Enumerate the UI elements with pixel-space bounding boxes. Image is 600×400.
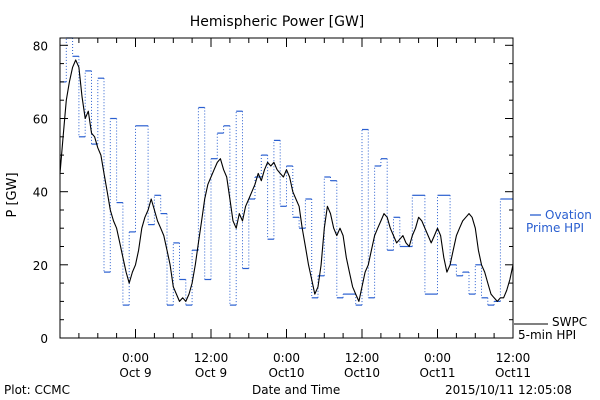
y-axis-label: P [GW] bbox=[5, 172, 20, 217]
legend-swpc-label-2: 5-min HPI bbox=[518, 328, 576, 342]
footer-plot-credit: Plot: CCMC bbox=[4, 383, 70, 397]
chart-title: Hemispheric Power [GW] bbox=[190, 14, 365, 30]
x-tick-time-1: 12:00 bbox=[194, 351, 229, 365]
x-tick-time-2: 0:00 bbox=[273, 351, 300, 365]
footer-axis-title: Date and Time bbox=[252, 383, 341, 397]
legend-ovation-label-2: Prime HPI bbox=[526, 221, 584, 235]
x-tick-date-4: Oct11 bbox=[419, 366, 455, 380]
y-tick-label-0: 0 bbox=[40, 332, 48, 346]
swpc-line bbox=[59, 59, 514, 302]
x-tick-time-0: 0:00 bbox=[122, 351, 149, 365]
legend-ovation: Ovation Prime HPI bbox=[526, 208, 592, 235]
y-tick-label-2: 40 bbox=[33, 186, 48, 200]
legend-swpc: SWPC 5-min HPI bbox=[514, 315, 587, 342]
y-tick-label-3: 60 bbox=[33, 113, 48, 127]
swpc-series bbox=[59, 59, 514, 302]
x-tick-date-5: Oct11 bbox=[495, 366, 531, 380]
legend-swpc-label-1: SWPC bbox=[552, 315, 587, 329]
x-tick-date-3: Oct10 bbox=[344, 366, 380, 380]
x-tick-date-0: Oct 9 bbox=[119, 366, 151, 380]
x-tick-time-3: 12:00 bbox=[345, 351, 380, 365]
x-tick-time-5: 12:00 bbox=[496, 351, 531, 365]
x-tick-time-4: 0:00 bbox=[424, 351, 451, 365]
y-tick-label-1: 20 bbox=[33, 259, 48, 273]
legend-ovation-label-1: Ovation bbox=[545, 208, 592, 222]
x-tick-date-2: Oct10 bbox=[268, 366, 304, 380]
y-axis: 0 20 40 60 80 bbox=[33, 39, 513, 346]
y-tick-label-4: 80 bbox=[33, 39, 48, 53]
x-tick-date-1: Oct 9 bbox=[195, 366, 227, 380]
footer-timestamp: 2015/10/11 12:05:08 bbox=[445, 383, 572, 397]
